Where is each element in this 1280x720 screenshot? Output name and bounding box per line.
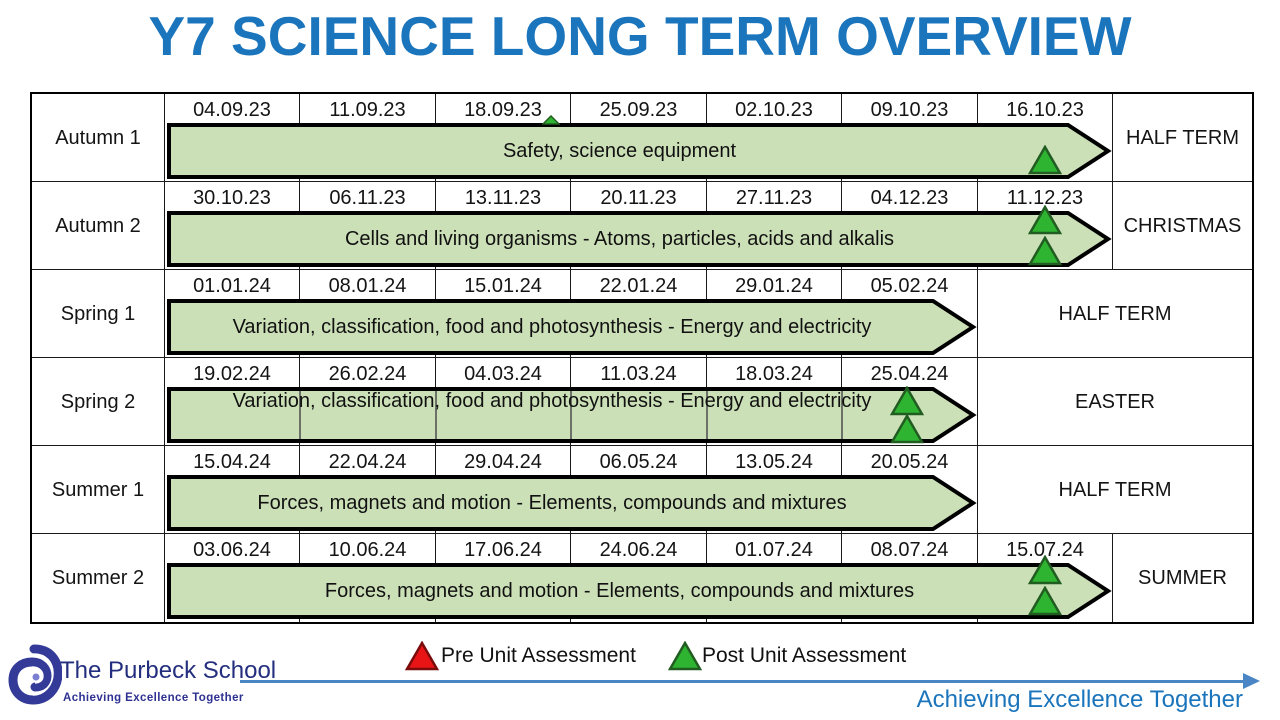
table-row-autumn2: Autumn 2 30.10.23 06.11.23 13.11.23 20.1… xyxy=(32,182,1252,270)
unit-arrow-banner xyxy=(167,387,977,443)
post-unit-assessment-marker-icon xyxy=(1028,145,1062,175)
term-label: Spring 1 xyxy=(32,270,165,358)
unit-label: Variation, classification, food and phot… xyxy=(232,390,872,412)
term-label: Autumn 1 xyxy=(32,94,165,182)
holiday-label: HALF TERM xyxy=(1058,302,1172,325)
school-tagline: Achieving Excellence Together xyxy=(63,692,244,704)
table-row-summer2: Summer 2 03.06.24 10.06.24 17.06.24 24.0… xyxy=(32,534,1252,622)
week-date: 25.04.24 xyxy=(842,358,978,446)
footer-motto: Achieving Excellence Together xyxy=(916,686,1243,713)
long-term-overview-table: Autumn 1 04.09.23 11.09.23 18.09.23 25.0… xyxy=(30,92,1254,624)
unit-arrow-banner xyxy=(167,299,977,355)
week-date: 05.02.24 xyxy=(842,270,978,358)
unit-label: Forces, magnets and motion - Elements, c… xyxy=(257,491,847,514)
unit-label: Variation, classification, food and phot… xyxy=(232,315,872,338)
unit-arrow-banner xyxy=(167,211,1112,267)
unit-arrow-banner xyxy=(167,475,977,531)
table-row-summer1: Summer 1 15.04.24 22.04.24 29.04.24 06.0… xyxy=(32,446,1252,534)
week-date: 11.12.23 xyxy=(978,182,1113,270)
unit-arrow-banner xyxy=(167,563,1112,619)
term-label: Summer 2 xyxy=(32,534,165,622)
post-unit-assessment-marker-icon xyxy=(1028,555,1062,585)
holiday-label: HALF TERM xyxy=(1058,478,1172,501)
holiday-label: SUMMER xyxy=(1138,566,1227,589)
week-date: 15.07.24 xyxy=(978,534,1113,622)
unit-label: Safety, science equipment xyxy=(502,139,737,162)
post-unit-assessment-marker-icon xyxy=(890,414,924,444)
week-date: 16.10.23 xyxy=(978,94,1113,182)
post-unit-assessment-marker-icon xyxy=(890,386,924,416)
post-unit-assessment-marker-icon xyxy=(1028,236,1062,266)
table-row-spring1: Spring 1 01.01.24 08.01.24 15.01.24 22.0… xyxy=(32,270,1252,358)
holiday-label: EASTER xyxy=(1074,390,1156,413)
table-row-spring2: Spring 2 19.02.24 26.02.24 04.03.24 11.0… xyxy=(32,358,1252,446)
term-label: Autumn 2 xyxy=(32,182,165,270)
page-title: Y7 SCIENCE LONG TERM OVERVIEW xyxy=(148,5,1132,67)
week-date: 20.05.24 xyxy=(842,446,978,534)
post-unit-assessment-marker-icon xyxy=(1028,586,1062,616)
pre-unit-assessment-icon xyxy=(405,641,439,671)
table-row-autumn1: Autumn 1 04.09.23 11.09.23 18.09.23 25.0… xyxy=(32,94,1252,182)
term-label: Summer 1 xyxy=(32,446,165,534)
school-name: The Purbeck School xyxy=(60,657,277,684)
post-unit-assessment-icon xyxy=(668,641,702,671)
footer-arrowhead-icon xyxy=(1243,673,1260,689)
unit-label: Forces, magnets and motion - Elements, c… xyxy=(324,579,915,602)
school-logo-shell-icon xyxy=(8,644,62,705)
holiday-label: HALF TERM xyxy=(1126,126,1239,149)
term-label: Spring 2 xyxy=(32,358,165,446)
holiday-label: CHRISTMAS xyxy=(1123,214,1242,237)
footer-divider-line xyxy=(240,680,1245,683)
post-unit-assessment-marker-icon xyxy=(542,115,560,125)
unit-arrow-banner xyxy=(167,123,1112,179)
post-unit-assessment-marker-icon xyxy=(1028,205,1062,235)
unit-label: Cells and living organisms - Atoms, part… xyxy=(344,227,895,250)
legend-post-label: Post Unit Assessment xyxy=(702,644,907,667)
legend-pre-label: Pre Unit Assessment xyxy=(441,644,636,667)
